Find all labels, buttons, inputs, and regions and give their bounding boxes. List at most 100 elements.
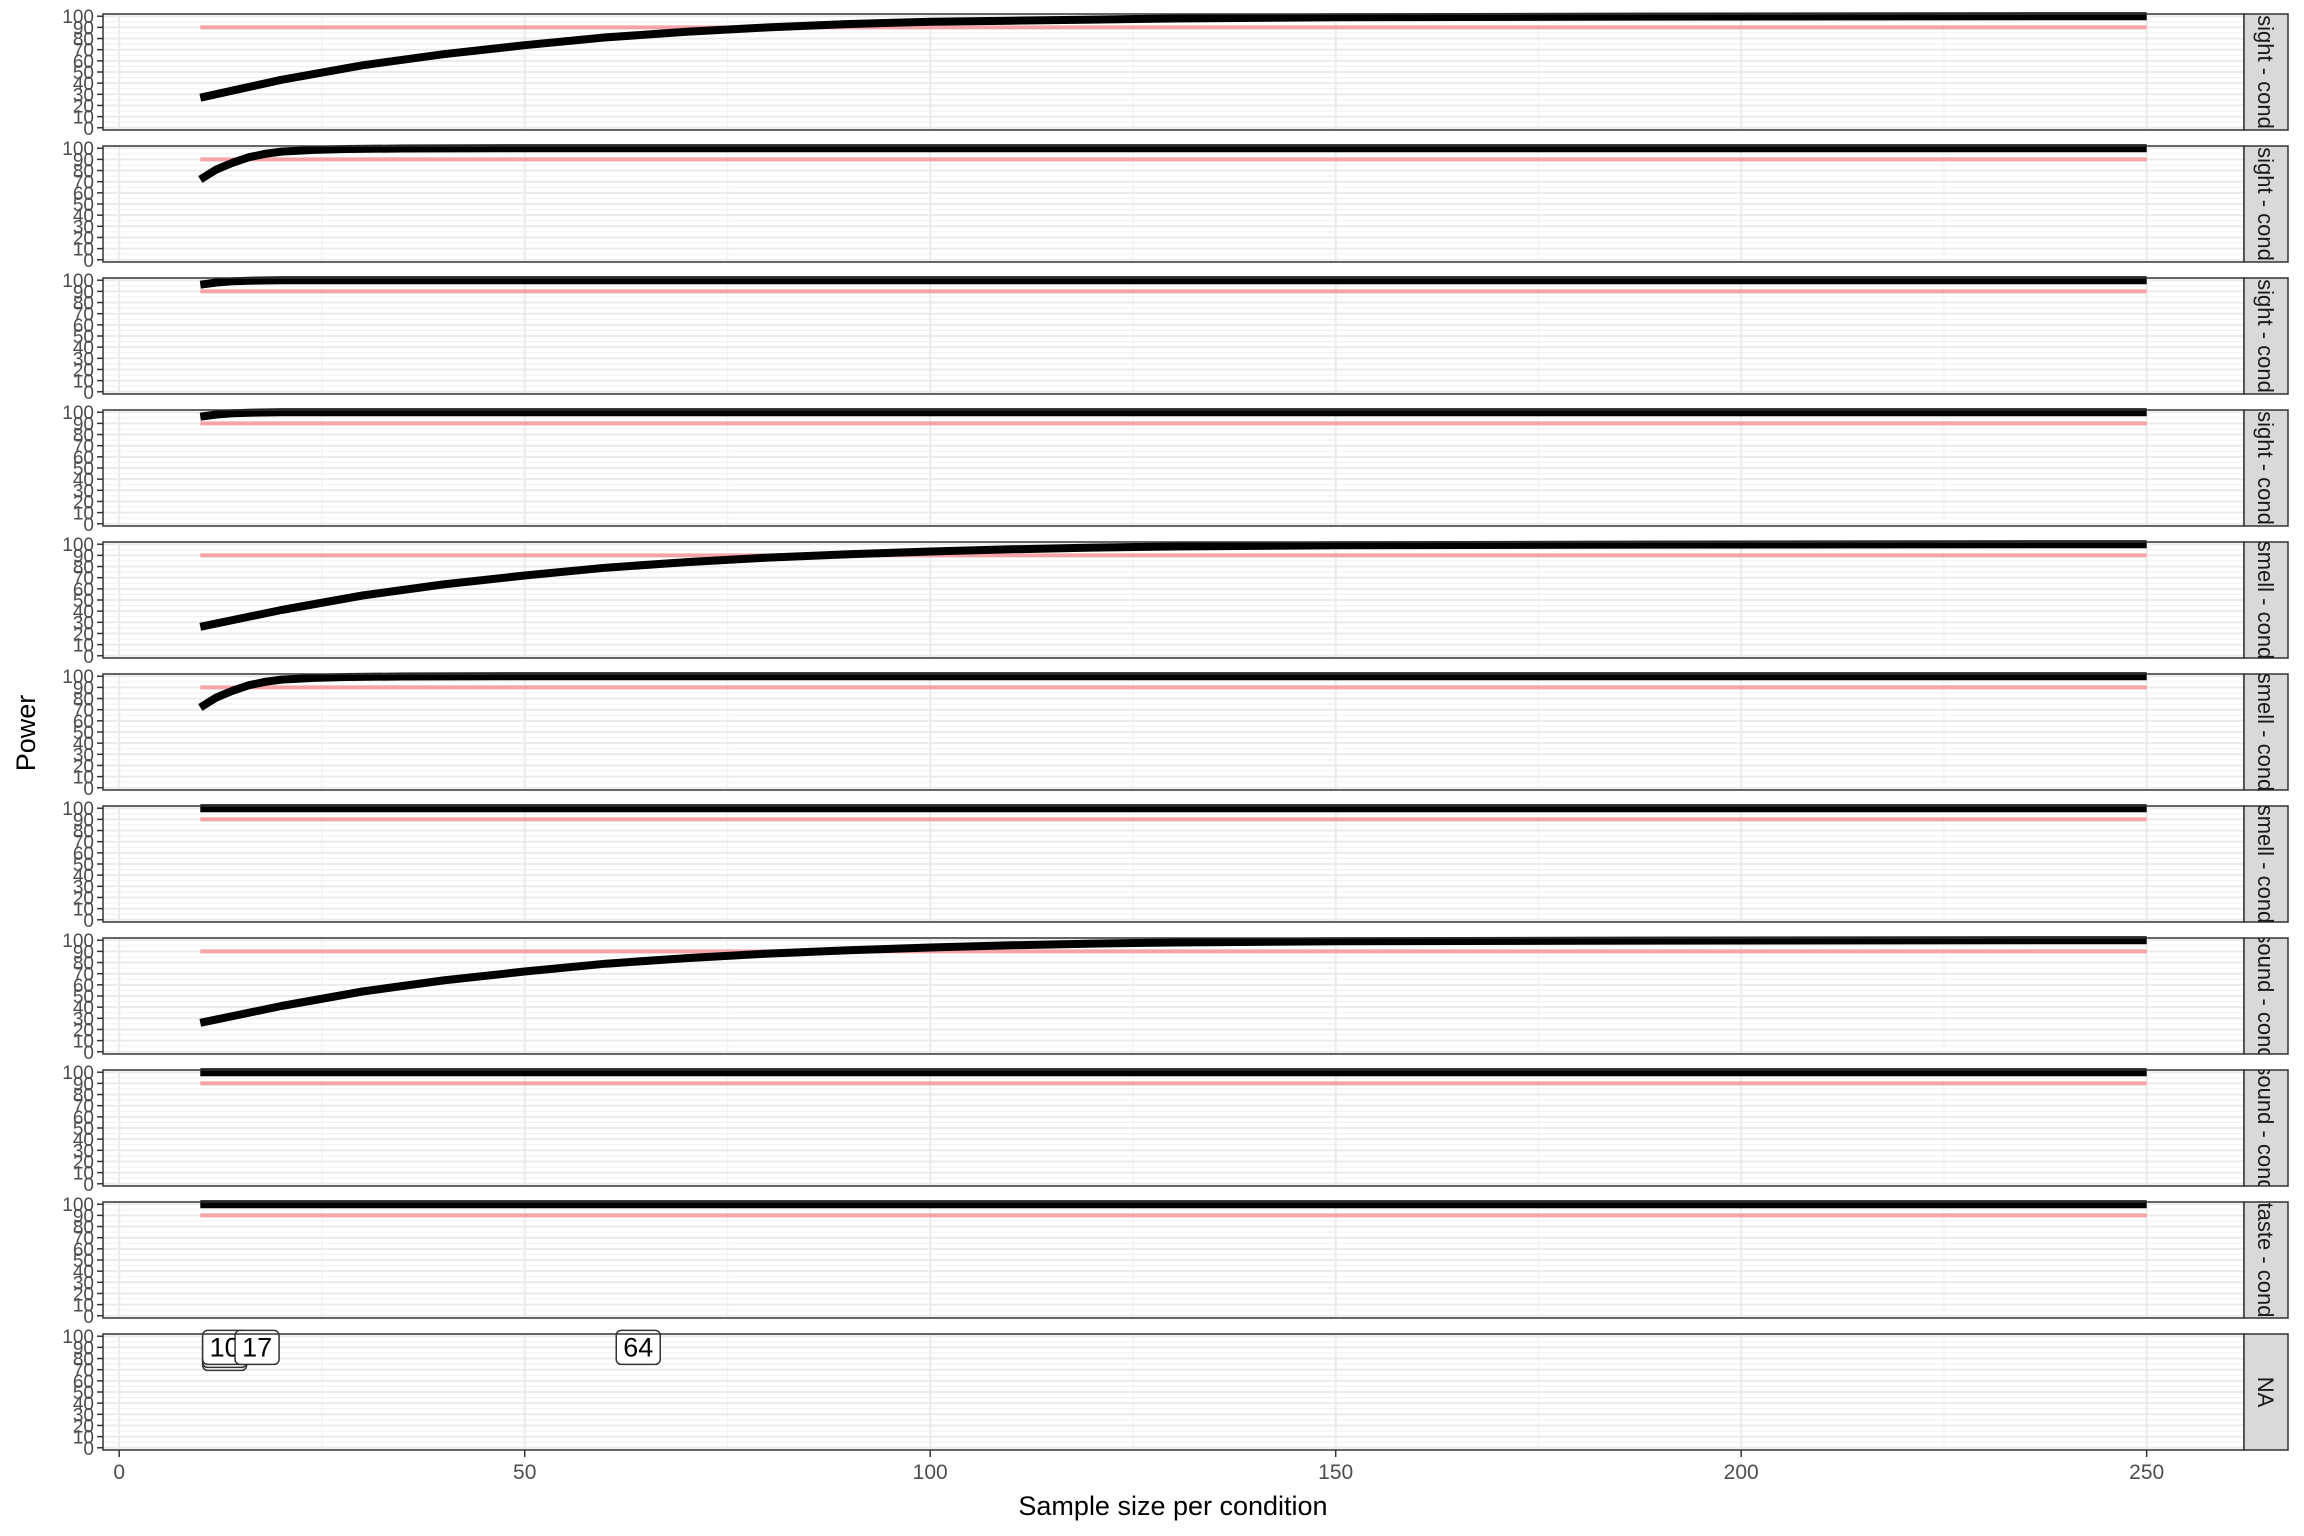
y-tick-label: 100 [62,1063,94,1084]
y-tick-label: 20 [73,96,94,117]
facet-strip [2243,13,2289,131]
y-tick-label: 0 [83,119,94,140]
y-tick-label: 50 [73,459,94,480]
y-tick-label: 100 [62,1195,94,1216]
facet-strip [2243,673,2289,791]
x-axis-title: Sample size per condition [1018,1491,1327,1521]
y-tick-label: 70 [73,173,94,194]
y-tick-label: 50 [73,1383,94,1404]
y-tick-label: 40 [73,1262,94,1283]
y-tick-label: 70 [73,437,94,458]
y-tick-label: 10 [73,1428,94,1449]
y-tick-label: 40 [73,602,94,623]
power-curve [198,144,2147,183]
facet-strip-label: NA [2253,1377,2278,1408]
y-tick-label: 0 [83,1043,94,1064]
y-tick-label: 90 [73,1206,94,1227]
power-curve [199,276,2147,289]
x-tick-label: 100 [913,1461,948,1484]
y-tick-label: 20 [73,1020,94,1041]
y-tick-label: 90 [73,810,94,831]
facet-strip [2243,541,2289,659]
y-tick-label: 50 [73,1119,94,1140]
y-tick-label: 60 [73,448,94,469]
y-tick-label: 10 [73,1296,94,1317]
y-tick-label: 80 [73,1218,94,1239]
y-tick-label: 40 [73,1394,94,1415]
y-tick-label: 90 [73,1074,94,1095]
facet-strip-label: sight - cond [2253,411,2278,525]
y-tick-label: 60 [73,580,94,601]
y-tick-label: 50 [73,987,94,1008]
y-tick-label: 20 [73,888,94,909]
y-tick-label: 70 [73,569,94,590]
y-tick-label: 100 [62,931,94,952]
y-tick-label: 80 [73,1350,94,1371]
power-curve [199,936,2147,1027]
facet-strip-label: sound - cond [2253,932,2278,1059]
y-tick-label: 50 [73,63,94,84]
y-tick-label: 90 [73,18,94,39]
y-tick-label: 90 [73,1338,94,1359]
y-tick-label: 20 [73,1284,94,1305]
y-tick-label: 10 [73,1032,94,1053]
power-curve [199,540,2147,631]
x-tick-label: 150 [1318,1461,1353,1484]
y-tick-label: 20 [73,228,94,249]
y-tick-label: 30 [73,613,94,634]
y-tick-label: 20 [73,360,94,381]
y-tick-label: 20 [73,756,94,777]
x-tick-label: 250 [2129,1461,2164,1484]
power-curve [198,672,2147,711]
y-tick-label: 0 [83,251,94,272]
y-tick-label: 30 [73,217,94,238]
facet-strip [2243,145,2289,263]
y-tick-label: 80 [73,426,94,447]
y-tick-label: 0 [83,1439,94,1460]
y-tick-label: 50 [73,1251,94,1272]
facet-strip-label: smell - cond [2253,673,2278,792]
y-tick-label: 80 [73,1086,94,1107]
y-tick-label: 40 [73,338,94,359]
y-tick-label: 50 [73,723,94,744]
y-tick-label: 30 [73,349,94,370]
facet-strip-label: taste - cond [2253,1203,2278,1318]
facet-strip [2243,409,2289,527]
y-tick-label: 50 [73,195,94,216]
y-tick-label: 80 [73,690,94,711]
y-tick-label: 30 [73,1405,94,1426]
y-tick-label: 60 [73,1372,94,1393]
y-tick-label: 40 [73,866,94,887]
facet-strip-label: sight - cond [2253,147,2278,261]
y-tick-label: 20 [73,1416,94,1437]
y-tick-label: 40 [73,998,94,1019]
y-tick-label: 90 [73,414,94,435]
y-tick-label: 20 [73,624,94,645]
y-tick-label: 70 [73,965,94,986]
label-text: 17 [242,1332,272,1362]
y-tick-label: 40 [73,1130,94,1151]
y-tick-label: 80 [73,822,94,843]
facet-strip-label: sight - cond [2253,279,2278,393]
y-tick-label: 10 [73,504,94,525]
y-tick-label: 90 [73,150,94,171]
y-tick-label: 50 [73,855,94,876]
y-tick-label: 40 [73,470,94,491]
facet-strip [2243,1333,2289,1451]
y-tick-label: 70 [73,1097,94,1118]
facet-strip [2243,1201,2289,1319]
y-tick-label: 60 [73,1108,94,1129]
y-tick-label: 0 [83,1175,94,1196]
y-tick-label: 70 [73,1361,94,1382]
y-tick-label: 80 [73,30,94,51]
y-tick-label: 70 [73,701,94,722]
facet-strip-label: sound - cond [2253,1064,2278,1191]
y-axis-title: Power [11,695,41,772]
facet-strip [2243,1069,2289,1187]
